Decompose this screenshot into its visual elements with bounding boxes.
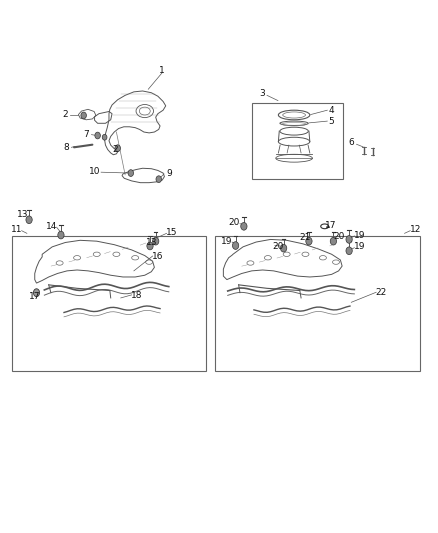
Text: 10: 10 bbox=[89, 167, 100, 176]
Ellipse shape bbox=[152, 237, 159, 245]
Text: 20: 20 bbox=[229, 219, 240, 228]
Text: 11: 11 bbox=[11, 225, 22, 234]
Text: 3: 3 bbox=[259, 89, 265, 98]
Text: 12: 12 bbox=[410, 225, 421, 234]
Text: 4: 4 bbox=[329, 106, 335, 115]
Text: 16: 16 bbox=[152, 252, 164, 261]
Text: 18: 18 bbox=[131, 291, 143, 300]
Ellipse shape bbox=[233, 241, 239, 249]
Text: 19: 19 bbox=[354, 231, 365, 239]
Text: 15: 15 bbox=[166, 228, 177, 237]
Text: 8: 8 bbox=[64, 143, 69, 152]
Ellipse shape bbox=[280, 244, 287, 252]
Text: 19: 19 bbox=[354, 243, 365, 252]
Text: 5: 5 bbox=[329, 117, 335, 126]
Text: 9: 9 bbox=[166, 168, 172, 177]
Text: 20: 20 bbox=[273, 242, 284, 251]
Ellipse shape bbox=[330, 237, 336, 245]
Text: 22: 22 bbox=[376, 288, 387, 297]
Text: 2: 2 bbox=[112, 145, 118, 154]
Ellipse shape bbox=[346, 247, 352, 255]
Text: 13: 13 bbox=[17, 211, 28, 220]
Bar bbox=[215, 236, 420, 372]
Text: 7: 7 bbox=[83, 130, 89, 139]
Text: 19: 19 bbox=[221, 237, 233, 246]
Text: 17: 17 bbox=[325, 221, 336, 230]
Ellipse shape bbox=[346, 236, 352, 243]
Bar bbox=[12, 236, 206, 372]
Ellipse shape bbox=[156, 176, 162, 182]
Text: 13: 13 bbox=[146, 238, 158, 247]
Text: 6: 6 bbox=[348, 138, 354, 147]
Ellipse shape bbox=[26, 216, 32, 224]
Ellipse shape bbox=[115, 145, 120, 151]
Text: 20: 20 bbox=[333, 232, 345, 241]
Ellipse shape bbox=[102, 134, 107, 140]
Ellipse shape bbox=[33, 289, 39, 297]
Ellipse shape bbox=[58, 231, 64, 239]
Ellipse shape bbox=[81, 112, 86, 119]
Ellipse shape bbox=[241, 222, 247, 230]
Text: 14: 14 bbox=[46, 222, 57, 231]
Text: 17: 17 bbox=[29, 292, 40, 301]
Ellipse shape bbox=[147, 242, 153, 250]
Text: 21: 21 bbox=[300, 233, 311, 242]
Ellipse shape bbox=[128, 169, 134, 176]
Text: 1: 1 bbox=[159, 66, 165, 75]
Ellipse shape bbox=[95, 132, 100, 139]
Ellipse shape bbox=[306, 237, 312, 245]
Text: 2: 2 bbox=[63, 110, 68, 119]
Bar bbox=[252, 103, 343, 179]
